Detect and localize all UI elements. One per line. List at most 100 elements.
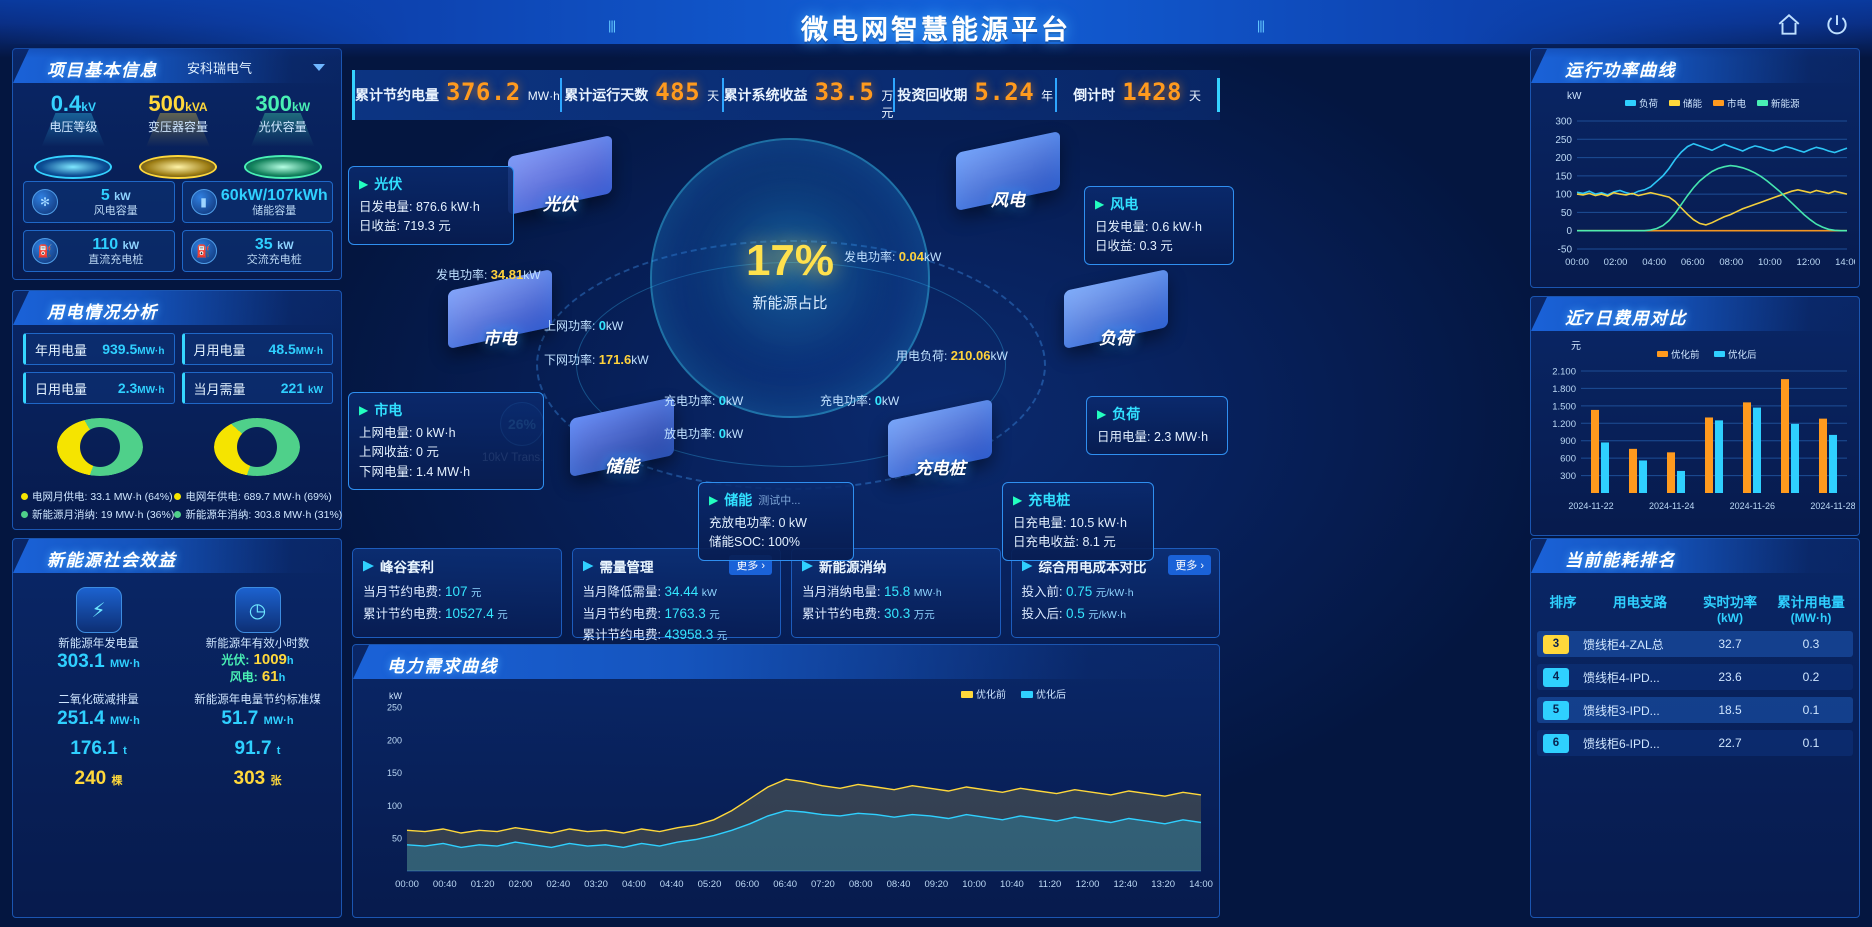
card-charger: ▶ 充电桩 日充电量: 10.5 kW·h 日充电收益: 8.1 元 (1002, 482, 1154, 561)
dm-month-key: 当月节约电费: (582, 606, 661, 621)
annual-gen-value: 303.1 (57, 651, 105, 673)
card-charger-line1: 日充电量: 10.5 kW·h (1013, 516, 1127, 530)
year-usage-value: 939.5 (102, 341, 138, 357)
card-cost-compare: 更多 › 综合用电成本对比 投入前: 0.75 元/kW·h 投入后: 0.5 … (1010, 548, 1220, 638)
home-icon[interactable] (1776, 12, 1802, 38)
wind-hours-unit: h (278, 672, 286, 685)
kpi-run-days-value: 485 (655, 78, 701, 106)
power-curve-panel: 运行功率曲线 负荷 储能 市电 新能源 kW 300 250 200 150 100 50 0 -50 0… (1530, 48, 1860, 288)
page-title: 微电网智慧能源平台 (801, 15, 1071, 45)
power-icon[interactable] (1824, 12, 1850, 38)
flow-load-power-key: 用电负荷: (896, 349, 948, 363)
tree-count-value: 240 (74, 767, 107, 789)
transformer-value: 500 (148, 91, 186, 116)
power-curve-title: 运行功率曲线 (1565, 61, 1676, 80)
kpi-countdown-unit: 天 (1188, 89, 1201, 103)
demand-curve-panel: 电力需求曲线 优化前 优化后 kW 250 200 150 100 50 00:00 00:40 0… (352, 644, 1220, 918)
capacity-transformer: 500kVA 变压器容量 (126, 91, 231, 179)
demand-value: 221 (280, 380, 305, 396)
corner-accent-icon (13, 291, 27, 304)
rc-total-unit: 万元 (913, 608, 935, 621)
node-pv[interactable]: 光伏 (508, 134, 612, 216)
demand-label: 当月需量 (193, 381, 246, 397)
flow-pile-power-unit: kW (881, 394, 900, 408)
table-row[interactable]: 6 馈线柜6-IPD... 22.7 0.1 (1537, 730, 1853, 756)
corner-accent-icon (1531, 539, 1545, 552)
flow-wind-power: 发电功率: 0.04kW (844, 248, 941, 265)
table-row[interactable]: 5 馈线柜3-IPD... 18.5 0.1 (1537, 697, 1853, 723)
flow-pv-power: 发电功率: 34.81kW (436, 266, 541, 283)
svg-text:10:40: 10:40 (1000, 879, 1024, 890)
company-dropdown[interactable]: 安科瑞电气 (181, 56, 331, 78)
pv-month-unit: 元 (470, 587, 482, 599)
kpi-bar: 累计节约电量 376.2 MW·h 累计运行天数 485 天 累计系统收益 33… (352, 70, 1220, 120)
svg-text:150: 150 (1555, 171, 1572, 182)
cc-before-unit: 元/kW·h (1095, 587, 1134, 599)
day-usage-value: 2.3 (117, 380, 138, 396)
project-info-panel: 项目基本信息 安科瑞电气 0.4kV 电压等级 500kVA 变压器容量 30 (12, 48, 342, 280)
ac-charger-value: 35 (254, 236, 273, 254)
svg-text:09:20: 09:20 (924, 879, 948, 890)
demand-title-bar: 电力需求曲线 (353, 645, 1219, 679)
svg-text:04:00: 04:00 (622, 879, 646, 890)
ranking-header-row: 排序 用电支路 实时功率 (kW) 累计用电量 (MW·h) (1531, 583, 1859, 631)
card-grid-line3: 下网电量: 1.4 MW·h (359, 464, 471, 479)
node-storage[interactable]: 储能 (570, 396, 674, 478)
svg-text:05:20: 05:20 (698, 879, 722, 890)
table-row[interactable]: 3 馈线柜4-ZAL总 32.7 0.3 (1537, 631, 1853, 657)
cost-compare-chart: 优化前 优化后 元 2.100 1.800 1.500 1.200 900 600 300 2024… (1537, 335, 1855, 529)
card-load: ▶ 负荷 日用电量: 2.3 MW·h (1086, 396, 1228, 456)
pv-hours-key: 光伏: (221, 653, 250, 668)
dm-reduce-value: 34.44 (664, 584, 699, 599)
svg-text:900: 900 (1560, 436, 1576, 447)
renewable-share-orb: 17% 新能源占比 (650, 138, 930, 418)
node-charger[interactable]: 充电桩 (888, 398, 992, 480)
legend-renewable-year: 新能源年消纳: 303.8 MW·h (31%) (185, 509, 343, 521)
social-item-hours: ◷ 新能源年有效小时数 光伏: 1009h 风电: 61h (178, 583, 337, 689)
kpi-saved-energy-label: 累计节约电量 (355, 87, 439, 103)
node-wind-label: 风电 (991, 191, 1025, 210)
usage-cell-month: 月用电量 48.5MW·h (181, 333, 333, 365)
demand-unit: kW (308, 385, 323, 396)
cost-more-button[interactable]: 更多 › (1168, 555, 1211, 575)
rank-number: 4 (1543, 667, 1569, 687)
flow-pv-power-unit: kW (523, 268, 541, 282)
node-grid[interactable]: 市电 (448, 268, 552, 350)
peak-valley-title: 峰谷套利 (380, 560, 434, 575)
svg-text:06:40: 06:40 (773, 879, 797, 890)
kpi-revenue-label: 累计系统收益 (723, 87, 808, 103)
card-storage: ▶ 储能 测试中... 充放电功率: 0 kW 储能SOC: 100% (698, 482, 854, 561)
svg-text:12:00: 12:00 (1076, 879, 1100, 890)
svg-text:300: 300 (1555, 117, 1572, 128)
monthly-donut-chart (21, 409, 178, 485)
legend-renewable-month: 新能源月消纳: 19 MW·h (36%) (32, 509, 175, 521)
node-wind[interactable]: 风电 (956, 130, 1060, 212)
social-item-co2: 二氧化碳减排量 251.4 MW·h (19, 689, 178, 733)
pv-label: 光伏容量 (258, 120, 307, 134)
kpi-revenue: 累计系统收益 33.5 万元 (723, 78, 896, 120)
yearly-donut-chart (178, 409, 335, 485)
flow-grid-down: 下网功率: 171.6kW (544, 351, 649, 368)
node-storage-label: 储能 (605, 457, 639, 476)
social-item-annual-gen: ⚡ 新能源年发电量 303.1 MW·h (19, 583, 178, 689)
card-pv-title: 光伏 (374, 176, 403, 192)
svg-text:200: 200 (1555, 153, 1572, 164)
solar-gen-icon: ⚡ (75, 587, 122, 633)
rank-energy: 0.2 (1802, 670, 1820, 684)
storage-capacity-label: 储能容量 (252, 204, 297, 217)
clock-icon: ◷ (234, 587, 281, 633)
demand-mgmt-title: 需量管理 (599, 560, 654, 575)
svg-text:200: 200 (387, 735, 402, 745)
node-load[interactable]: 负荷 (1064, 268, 1168, 350)
flow-discharge-power: 放电功率: 0kW (664, 425, 743, 442)
flow-charge-power: 充电功率: 0kW (664, 392, 743, 409)
charger-icon: ⛽ (32, 238, 58, 264)
social-item-green-cert: 303 张 (178, 764, 337, 794)
svg-text:02:00: 02:00 (1604, 257, 1628, 268)
ranking-rows: 3 馈线柜4-ZAL总 32.7 0.3 4 馈线柜4-IPD... 23.6 0.2 5 馈线柜… (1531, 631, 1859, 756)
svg-text:100: 100 (387, 801, 402, 811)
coal-value: 176.1 (70, 737, 118, 759)
flow-load-power-value: 210.06 (950, 348, 991, 363)
table-row[interactable]: 4 馈线柜4-IPD... 23.6 0.2 (1537, 664, 1853, 690)
